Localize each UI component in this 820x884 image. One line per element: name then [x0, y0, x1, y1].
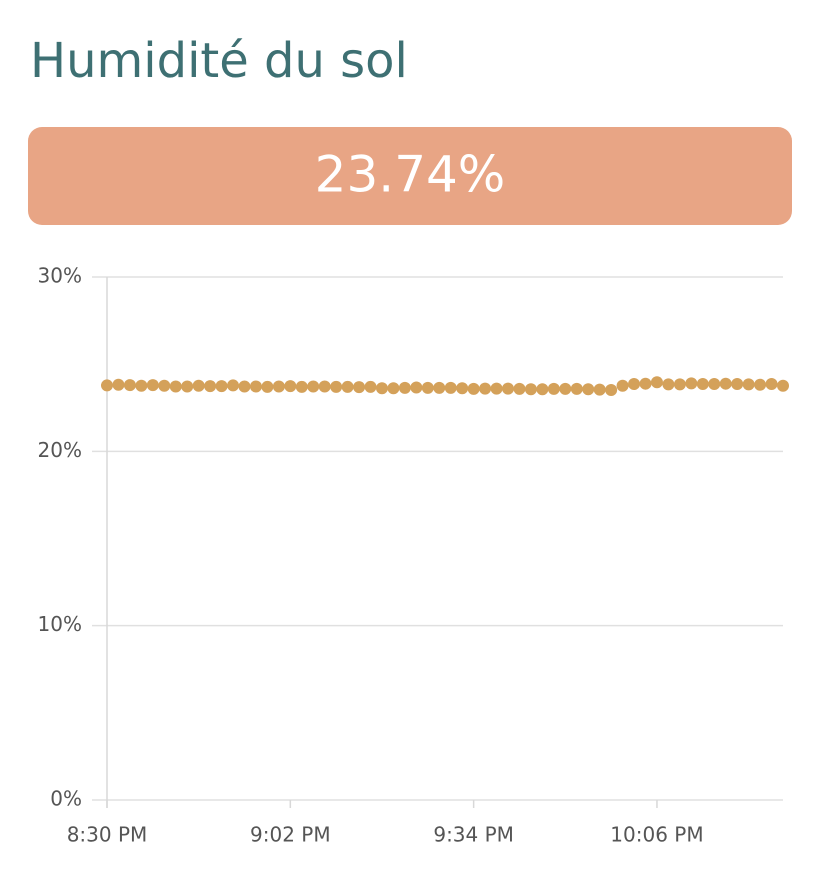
data-point	[524, 383, 537, 396]
data-point	[639, 377, 652, 390]
data-point	[628, 378, 641, 391]
data-point	[765, 378, 778, 391]
data-point	[696, 378, 709, 391]
data-point	[616, 379, 629, 392]
data-point	[146, 379, 159, 392]
reading-banner	[28, 127, 792, 225]
current-reading: 23.74%	[315, 146, 506, 204]
data-point	[158, 379, 171, 392]
data-point	[421, 381, 434, 394]
data-point	[754, 378, 767, 391]
data-point	[536, 383, 549, 396]
data-point	[742, 378, 755, 391]
data-point	[650, 376, 663, 389]
data-point	[662, 378, 675, 391]
y-tick-label: 0%	[50, 787, 82, 811]
y-tick-label: 30%	[38, 264, 82, 288]
data-point	[777, 379, 789, 392]
data-point	[547, 382, 560, 395]
data-point	[456, 382, 469, 395]
data-point	[181, 380, 194, 393]
data-point	[215, 380, 228, 393]
x-tick-label: 10:06 PM	[610, 823, 703, 847]
data-point	[410, 381, 423, 394]
data-point	[101, 379, 113, 392]
y-tick-label: 10%	[38, 612, 82, 636]
data-point	[364, 380, 377, 393]
data-point	[341, 380, 354, 393]
x-tick-label: 9:34 PM	[433, 823, 514, 847]
data-point	[479, 382, 492, 395]
data-point	[433, 381, 446, 394]
data-point	[731, 378, 744, 391]
data-point	[570, 382, 583, 395]
data-point	[387, 382, 400, 395]
data-point	[444, 381, 457, 394]
data-point	[295, 380, 308, 393]
data-point	[582, 383, 595, 396]
data-point	[307, 380, 320, 393]
data-point	[112, 378, 125, 391]
data-point	[467, 382, 480, 395]
data-point	[135, 379, 148, 392]
data-point	[123, 379, 136, 392]
data-point	[249, 380, 262, 393]
data-point	[318, 380, 331, 393]
data-point	[227, 379, 240, 392]
y-tick-label: 20%	[38, 438, 82, 462]
data-point	[502, 382, 515, 395]
data-point	[169, 380, 182, 393]
data-point	[398, 381, 411, 394]
x-tick-label: 8:30 PM	[67, 823, 148, 847]
data-point	[261, 380, 274, 393]
data-point	[593, 383, 606, 396]
data-point	[708, 378, 721, 391]
data-point	[605, 383, 618, 396]
data-point	[284, 380, 297, 393]
data-point	[238, 380, 251, 393]
title: Humidité du sol	[30, 33, 408, 89]
data-point	[192, 379, 205, 392]
x-tick-label: 9:02 PM	[250, 823, 331, 847]
data-point	[490, 382, 503, 395]
data-point	[685, 377, 698, 390]
data-point	[673, 378, 686, 391]
data-point	[272, 380, 285, 393]
data-point	[375, 382, 388, 395]
data-point	[559, 382, 572, 395]
data-point	[353, 381, 366, 394]
data-point	[719, 377, 732, 390]
data-point	[204, 380, 217, 393]
data-point	[513, 382, 526, 395]
data-point	[330, 380, 343, 393]
